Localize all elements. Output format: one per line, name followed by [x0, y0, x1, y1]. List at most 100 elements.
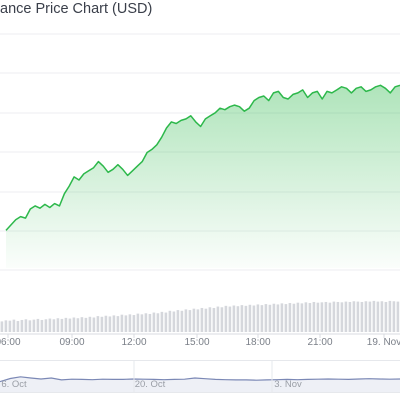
- volume-bar: [72, 317, 76, 332]
- volume-bar: [348, 301, 352, 332]
- x-tick-label: 19. Nov: [367, 337, 400, 348]
- price-line: [5, 84, 400, 231]
- volume-bar: [152, 312, 156, 332]
- x-tick-label: 18:00: [245, 337, 270, 348]
- volume-bar: [232, 305, 236, 332]
- volume-bar: [28, 320, 32, 332]
- volume-bar: [388, 300, 392, 332]
- navigator-line: [0, 376, 400, 383]
- volume-bar: [308, 303, 312, 332]
- volume-bar: [128, 314, 132, 332]
- volume-bar: [160, 311, 164, 332]
- volume-bar: [12, 319, 16, 332]
- volume-bar: [44, 319, 48, 332]
- volume-bar: [320, 302, 324, 332]
- volume-bar: [288, 303, 292, 332]
- volume-bar: [212, 307, 216, 332]
- volume-bar: [296, 302, 300, 332]
- volume-bar: [372, 300, 376, 332]
- x-tick-label: 06:00: [0, 337, 21, 348]
- volume-bar: [168, 310, 172, 332]
- volume-bar: [184, 309, 188, 332]
- volume-bar: [108, 316, 112, 332]
- navigator-label: 6. Oct: [1, 379, 27, 390]
- volume-bar: [64, 317, 68, 332]
- volume-bar: [200, 307, 204, 332]
- volume-bar: [136, 313, 140, 332]
- volume-bar: [312, 301, 316, 332]
- volume-bar: [148, 313, 152, 332]
- volume-bar: [132, 315, 136, 332]
- volume-bar: [24, 319, 28, 332]
- volume-bar: [20, 319, 24, 332]
- volume-bar: [240, 305, 244, 332]
- volume-bar: [84, 317, 88, 332]
- volume-bar: [328, 302, 332, 332]
- volume-bar: [392, 301, 396, 332]
- volume-bar: [112, 315, 116, 332]
- volume-bar: [8, 320, 12, 332]
- volume-bar: [96, 316, 100, 332]
- volume-bar: [36, 318, 40, 332]
- volume-bar: [68, 318, 72, 332]
- navigator-bottom-border: [0, 392, 400, 393]
- volume-bar: [336, 301, 340, 332]
- volume-bar: [300, 303, 304, 332]
- volume-bar: [80, 317, 84, 332]
- volume-bar: [208, 307, 212, 332]
- volume-bar: [116, 316, 120, 332]
- volume-bar: [4, 320, 8, 332]
- volume-bar: [272, 303, 276, 332]
- volume-bar: [376, 301, 380, 332]
- volume-bar: [364, 301, 368, 332]
- navigator-top-border: [0, 360, 400, 361]
- volume-bar: [92, 317, 96, 332]
- volume-bar: [384, 301, 388, 332]
- volume-bar: [292, 303, 296, 332]
- volume-bar: [248, 304, 252, 332]
- volume-bar: [100, 316, 104, 332]
- volume-bar: [340, 302, 344, 332]
- volume-bar: [0, 321, 4, 332]
- volume-bar: [156, 313, 160, 332]
- volume-bar: [264, 304, 268, 332]
- volume-bar: [236, 306, 240, 332]
- volume-bar: [16, 321, 20, 332]
- navigator-label: 20. Oct: [135, 379, 166, 390]
- volume-bar: [324, 301, 328, 332]
- volume-bar: [140, 314, 144, 332]
- volume-bar: [220, 307, 224, 332]
- volume-bar: [40, 319, 44, 332]
- x-tick-label: 12:00: [121, 337, 146, 348]
- x-axis: 06:00 09:00 12:00 15:00 18:00 21:00 19. Nov: [0, 333, 400, 348]
- chart-title: ance Price Chart (USD): [0, 1, 153, 17]
- volume-bar: [344, 301, 348, 332]
- volume-bar: [204, 308, 208, 332]
- volume-bar: [104, 315, 108, 332]
- volume-bar: [360, 301, 364, 332]
- volume-bar: [380, 301, 384, 332]
- navigator-area: [0, 376, 400, 392]
- x-tick-label: 21:00: [307, 337, 332, 348]
- volume-bar: [284, 304, 288, 332]
- navigator[interactable]: 6. Oct 20. Oct 3. Nov: [0, 360, 400, 393]
- volume-bar: [224, 305, 228, 332]
- volume-bar: [192, 308, 196, 332]
- volume-bar: [260, 305, 264, 332]
- volume-bar: [304, 302, 308, 332]
- volume-bar: [256, 304, 260, 332]
- volume-bar: [144, 313, 148, 332]
- x-tick-label: 09:00: [59, 337, 84, 348]
- volume-bar: [332, 301, 336, 332]
- volume-bar: [76, 318, 80, 332]
- volume-bar: [356, 301, 360, 332]
- volume-bar: [48, 318, 52, 332]
- volume-bar: [60, 318, 64, 332]
- volume-bar: [180, 310, 184, 332]
- volume-bar: [164, 312, 168, 332]
- volume-bar: [316, 302, 320, 332]
- volume-bar: [188, 310, 192, 332]
- volume-bar: [32, 319, 36, 332]
